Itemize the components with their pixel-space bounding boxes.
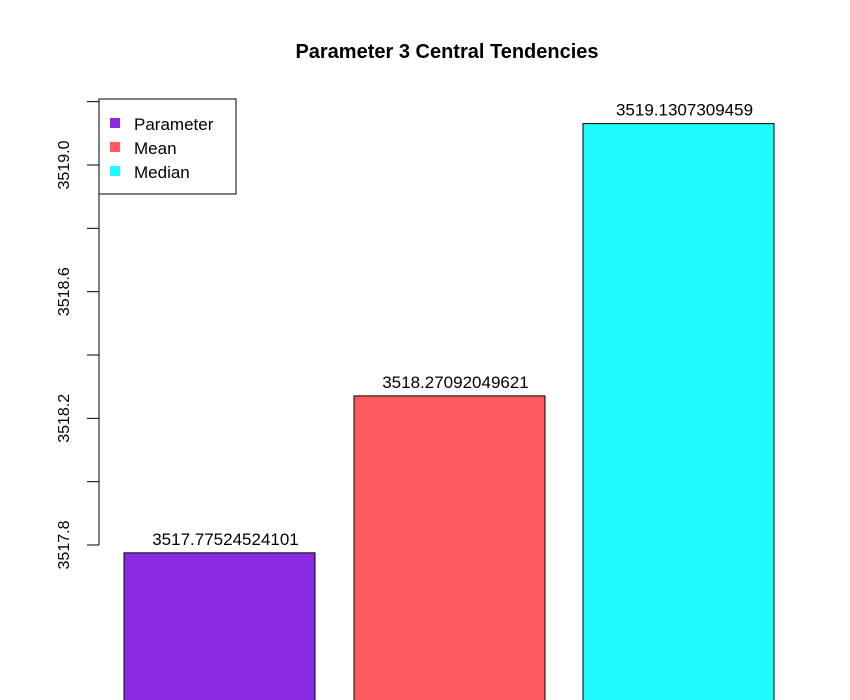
data-labels: 3517.77524524101 3518.27092049621 3519.130… <box>152 101 753 549</box>
legend-swatch-median <box>110 166 120 176</box>
legend-box <box>98 98 237 195</box>
y-tick-label-3: 3519.0 <box>56 140 73 189</box>
bars <box>123 123 775 700</box>
data-label-parameter: 3517.77524524101 <box>152 530 299 549</box>
legend-label-parameter: Parameter <box>134 115 214 134</box>
y-tick-label-0: 3517.8 <box>56 520 73 569</box>
legend-swatch-parameter <box>110 118 120 128</box>
legend-label-median: Median <box>134 163 190 182</box>
bar-median <box>582 123 775 700</box>
data-label-median: 3519.1307309459 <box>616 101 753 120</box>
y-axis: 3517.8 3518.2 3518.6 3519.0 <box>56 101 100 569</box>
y-tick-label-2: 3518.6 <box>56 267 73 316</box>
chart-title: Parameter 3 Central Tendencies <box>295 41 598 63</box>
y-tick-label-1: 3518.2 <box>56 394 73 443</box>
legend-swatch-mean <box>110 142 120 152</box>
bar-parameter <box>123 552 316 700</box>
legend: Parameter Mean Median <box>98 98 237 195</box>
bar-mean <box>353 395 546 700</box>
legend-label-mean: Mean <box>134 139 177 158</box>
data-label-mean: 3518.27092049621 <box>382 373 529 392</box>
